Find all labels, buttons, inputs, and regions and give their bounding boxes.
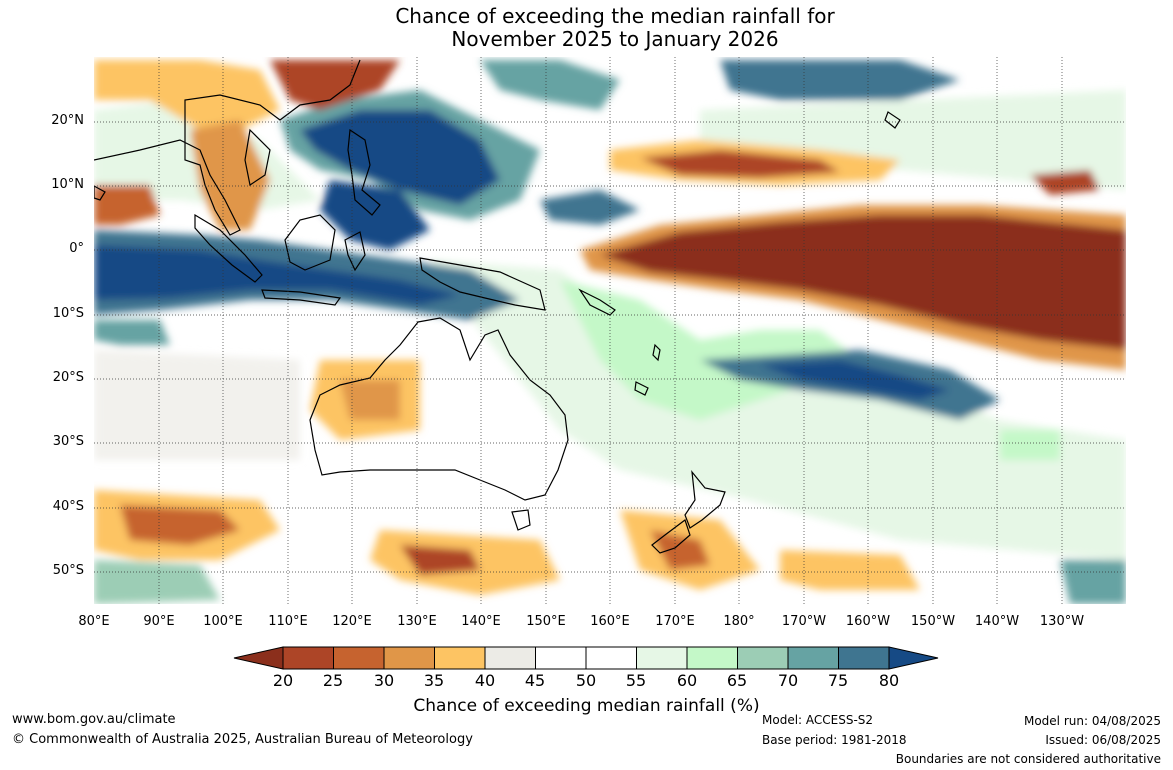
colorbar-extend-high [888, 646, 939, 670]
colorbar-cell [383, 646, 435, 670]
website-link[interactable]: www.bom.gov.au/climate [12, 712, 176, 727]
title-line-1: Chance of exceeding the median rainfall … [395, 4, 835, 28]
colorbar-tick: 40 [474, 671, 496, 690]
colorbar-extend-low [233, 646, 284, 670]
lon-label: 110°E [268, 614, 308, 629]
colorbar-tick: 65 [726, 671, 748, 690]
colorbar-tick: 35 [423, 671, 445, 690]
colorbar-cell [686, 646, 738, 670]
lat-label: 50°S [52, 563, 84, 578]
title-line-2: November 2025 to January 2026 [451, 27, 779, 51]
lon-label: 180° [723, 614, 755, 629]
disclaimer-text: Boundaries are not considered authoritat… [895, 752, 1161, 766]
colorbar-tick: 25 [322, 671, 344, 690]
colorbar-tick: 70 [777, 671, 799, 690]
lon-label: 140°W [974, 614, 1020, 629]
colorbar-tick: 20 [272, 671, 294, 690]
lat-label: 40°S [52, 499, 84, 514]
colorbar-label: Chance of exceeding median rainfall (%) [413, 696, 760, 716]
lon-label: 150°W [910, 614, 956, 629]
gridlines [94, 57, 1126, 604]
colorbar-tick: 30 [373, 671, 395, 690]
lon-label: 100°E [203, 614, 243, 629]
rainfall-map [94, 57, 1126, 604]
map-fill [94, 57, 1126, 604]
colorbar-tick: 50 [575, 671, 597, 690]
lon-label: 90°E [143, 614, 175, 629]
colorbar-cell [636, 646, 688, 670]
colorbar-cell [333, 646, 385, 670]
lat-label: 20°S [52, 370, 84, 385]
base-period-text: Base period: 1981-2018 [762, 733, 907, 747]
lon-label: 160°W [845, 614, 891, 629]
copyright-text: © Commonwealth of Australia 2025, Austra… [12, 732, 473, 747]
colorbar-tick: 55 [625, 671, 647, 690]
model-text: Model: ACCESS-S2 [762, 713, 874, 727]
lon-label: 170°W [781, 614, 827, 629]
coastlines [94, 59, 901, 554]
lat-label: 0° [69, 241, 84, 256]
lon-label: 120°E [332, 614, 372, 629]
colorbar-tick: 60 [676, 671, 698, 690]
colorbar-cell [484, 646, 536, 670]
colorbar-cell [434, 646, 486, 670]
colorbar-cell [737, 646, 789, 670]
lat-label: 30°S [52, 434, 84, 449]
colorbar-cell [535, 646, 587, 670]
colorbar-cell [585, 646, 637, 670]
colorbar-cell [787, 646, 839, 670]
lon-label: 80°E [78, 614, 110, 629]
lon-label: 170°E [655, 614, 695, 629]
lon-label: 160°E [590, 614, 630, 629]
colorbar-cell [838, 646, 890, 670]
colorbar-cell [282, 646, 334, 670]
lat-label: 10°N [51, 177, 84, 192]
lon-label: 130°W [1039, 614, 1085, 629]
model-run-text: Model run: 04/08/2025 [1023, 714, 1161, 728]
lon-label: 150°E [526, 614, 566, 629]
lat-label: 20°N [51, 113, 84, 128]
colorbar-tick: 75 [827, 671, 849, 690]
lon-label: 140°E [461, 614, 501, 629]
issued-text: Issued: 06/08/2025 [1045, 733, 1161, 747]
lat-label: 10°S [52, 306, 84, 321]
lon-label: 130°E [397, 614, 437, 629]
colorbar-tick: 80 [878, 671, 900, 690]
colorbar-tick: 45 [524, 671, 546, 690]
